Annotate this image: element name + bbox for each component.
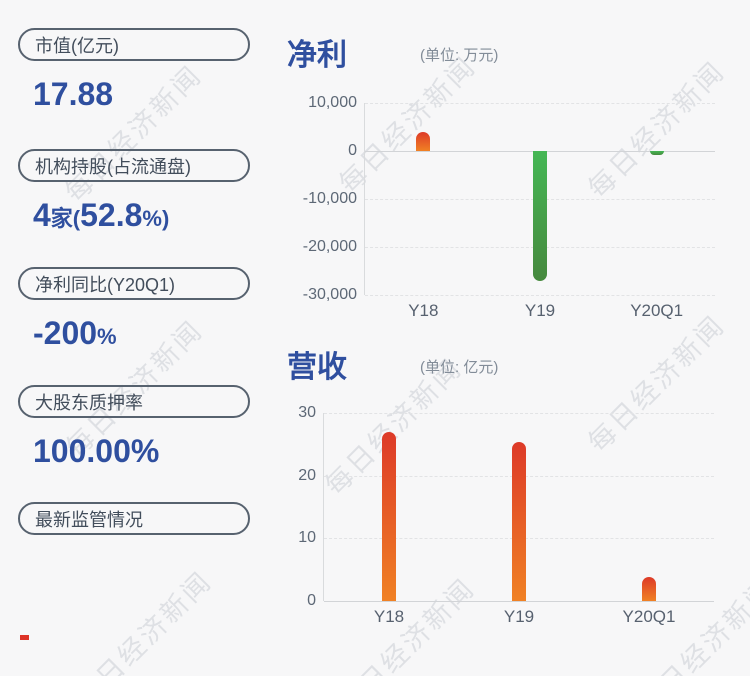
x-axis-tick-label-Y18: Y18 [373,607,405,626]
chart-plot-area: 10,000 0 -10,000 -20,000 -30,000 Y18 Y19 Y20Q1 [303,94,715,320]
bar-Y20Q1 [649,151,664,156]
chart-title: 净利 [287,39,347,72]
stat-value-market-cap: 17.88 [33,77,250,118]
stat-value-institutional-holding: 4家(52.8%) [33,198,250,239]
stat-card-market-cap: 市值(亿元) 17.88 [18,28,250,118]
x-axis-tick-label-Y18: Y18 [408,301,439,320]
x-axis-tick-label-Y20Q1: Y20Q1 [630,301,684,320]
bar-Y18 [382,431,396,601]
stat-value-pledge-ratio: 100.00% [33,434,250,475]
chart-unit-label: (单位: 万元) [420,47,499,64]
stat-value-number: 52.8 [80,197,143,233]
watermark-text: 每日经济新闻 [69,565,219,676]
y-axis-tick-label: 10,000 [308,94,357,111]
gridline-10,000 [365,103,715,104]
y-axis-tick-label: -10,000 [302,190,357,207]
stat-label: 大股东质押率 [35,392,143,413]
y-axis-tick-label: 0 [307,592,316,609]
red-dash-marker [20,635,29,640]
y-axis-tick-label: 0 [348,142,357,159]
stat-value-number: 4 [33,197,51,233]
stat-value-number: 100.00% [33,433,160,469]
stat-value-net-profit-yoy: -200% [33,316,250,357]
stat-card-institutional-holding: 机构持股(占流通盘) 4家(52.8%) [18,149,250,239]
stat-value-suffix: %) [142,206,170,231]
bar-Y20Q1 [642,577,656,601]
y-axis-tick-label: -30,000 [302,286,357,303]
chart-plot-area: 30 20 10 0 Y18 Y19 Y20Q1 [298,404,714,626]
stat-label-pill: 市值(亿元) [18,28,250,61]
x-axis-tick-label-Y20Q1: Y20Q1 [622,607,676,626]
stat-label-pill: 大股东质押率 [18,385,250,418]
chart-title: 营收 [287,351,347,384]
stat-value-number: -200 [33,315,98,351]
stat-value-suffix: 家( [50,206,81,231]
stat-value-suffix: % [97,324,117,349]
chart-unit-label: (单位: 亿元) [420,359,499,376]
gridline-0 [324,601,714,602]
stat-card-latest-regulation: 最新监管情况 [18,502,250,535]
bar-Y19 [512,442,526,601]
y-axis-tick-label: -20,000 [302,238,357,255]
stat-label: 机构持股(占流通盘) [35,156,191,177]
stat-label-pill: 最新监管情况 [18,502,250,535]
stat-card-major-shareholder-pledge: 大股东质押率 100.00% [18,385,250,475]
chart-net-profit: 净利 (单位: 万元) 10,000 0 -10,000 -20,000 -30,000… [287,28,742,328]
chart-revenue: 营收 (单位: 亿元) 30 20 10 0 Y18 Y19 Y20Q1 [287,340,742,640]
stat-label: 最新监管情况 [35,509,143,530]
gridline--30,000 [365,295,715,296]
stat-label-pill: 净利同比(Y20Q1) [18,267,250,300]
stat-card-net-profit-yoy: 净利同比(Y20Q1) -200% [18,267,250,357]
stat-value-number: 17.88 [33,76,114,112]
bar-Y19 [533,151,547,281]
gridline-30 [324,413,714,414]
y-axis-tick-label: 30 [298,404,316,421]
x-axis-tick-label-Y19: Y19 [503,607,535,626]
stat-label: 市值(亿元) [35,35,119,56]
bar-Y18 [416,132,431,151]
y-axis-tick-label: 20 [298,466,316,484]
x-axis-tick-label-Y19: Y19 [524,301,556,320]
y-axis-tick-label: 10 [298,529,316,547]
stat-label: 净利同比(Y20Q1) [35,274,176,295]
stat-label-pill: 机构持股(占流通盘) [18,149,250,182]
